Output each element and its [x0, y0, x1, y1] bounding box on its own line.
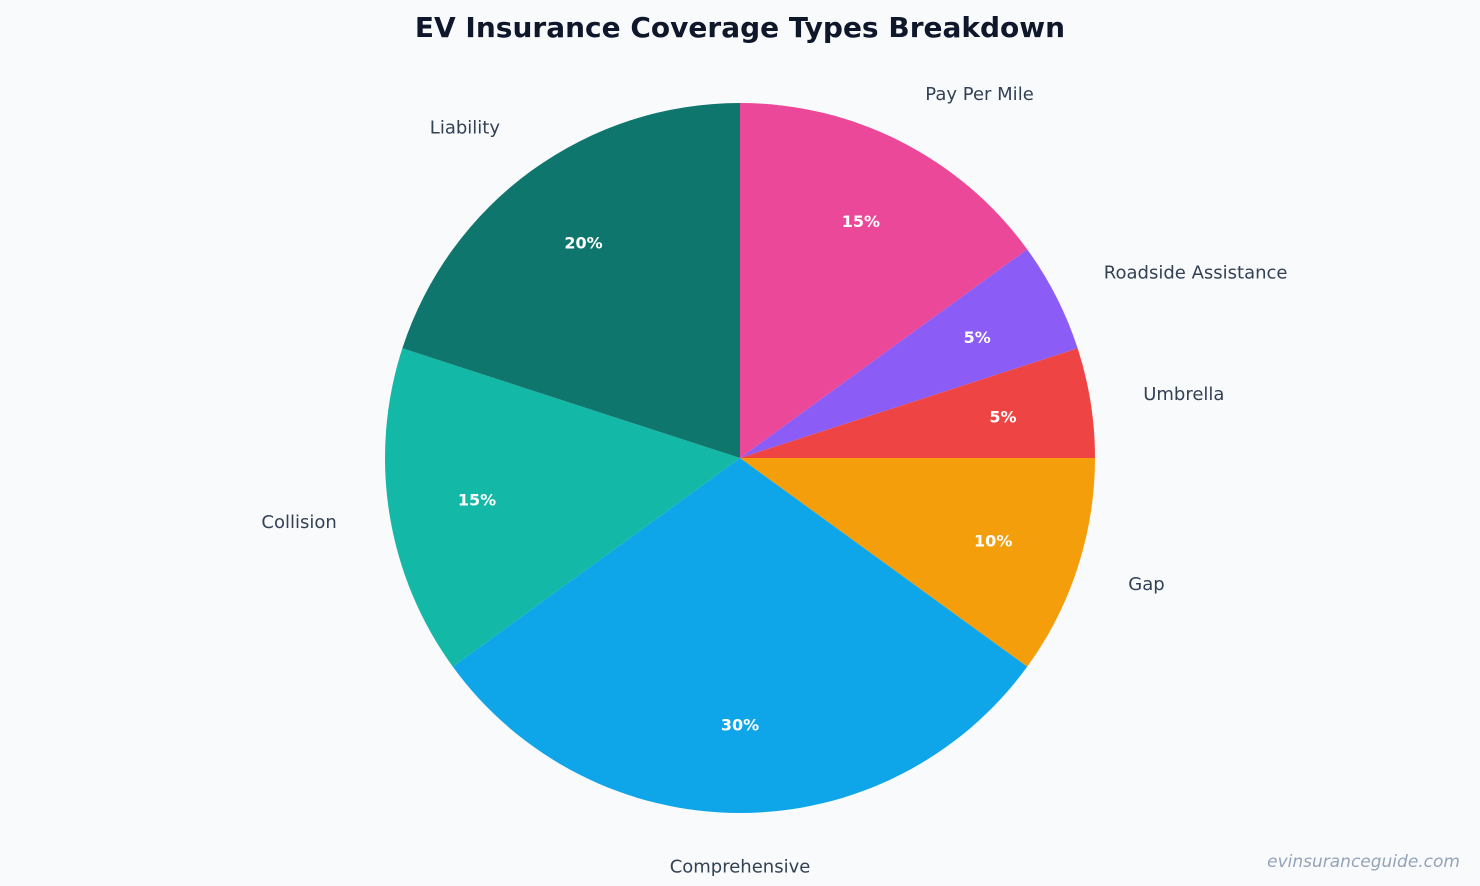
pie-slice-collision: [384, 348, 740, 667]
percent-label: 5%: [964, 328, 991, 347]
category-label: Pay Per Mile: [925, 84, 1033, 105]
category-label: Liability: [430, 118, 501, 139]
percent-label: 20%: [564, 234, 602, 253]
percent-label: 10%: [974, 531, 1012, 550]
percent-label: 30%: [721, 715, 759, 734]
percent-label: 15%: [458, 491, 496, 510]
percent-label: 15%: [842, 212, 880, 231]
pie-slice-umbrella: [740, 348, 1095, 458]
category-label: Gap: [1128, 574, 1164, 595]
pie-slice-liability: [402, 103, 740, 458]
watermark: evinsuranceguide.com: [1267, 852, 1460, 872]
category-label: Collision: [261, 512, 336, 533]
percent-label: 5%: [989, 407, 1016, 426]
pie-slice-pay-per-mile: [740, 103, 1028, 458]
pie-slice-roadside-assistance: [740, 249, 1078, 458]
pie-slices: [384, 103, 1095, 813]
category-label: Comprehensive: [670, 856, 811, 877]
category-label: Umbrella: [1143, 384, 1224, 405]
category-label: Roadside Assistance: [1104, 263, 1288, 284]
chart-title: EV Insurance Coverage Types Breakdown: [415, 11, 1065, 44]
pie-slice-gap: [740, 458, 1095, 667]
category-labels: Pay Per Mile Roadside Assistance Umbrella G…: [261, 84, 1287, 877]
percent-labels: 15% 5% 5% 10% 30% 15% 20%: [458, 212, 1017, 734]
pie-slice-comprehensive: [452, 458, 1028, 813]
